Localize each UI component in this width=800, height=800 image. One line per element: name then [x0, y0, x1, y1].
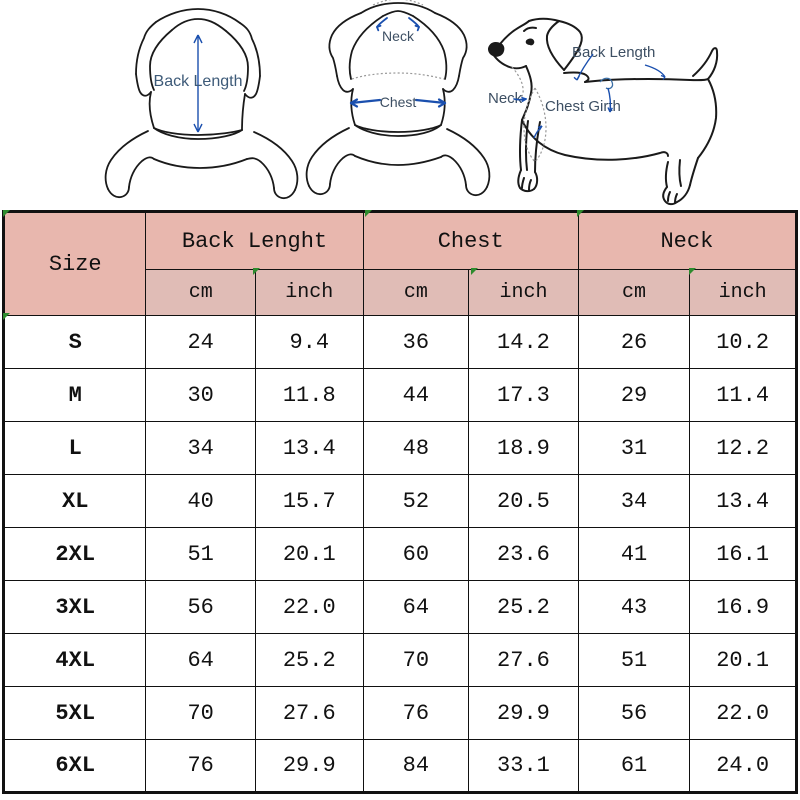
- svg-text:Back Length: Back Length: [154, 73, 243, 90]
- svg-text:Chest: Chest: [380, 94, 417, 110]
- svg-text:Neck: Neck: [488, 90, 523, 107]
- svg-text:Chest Girth: Chest Girth: [545, 98, 621, 115]
- svg-text:Back Length: Back Length: [572, 44, 655, 61]
- svg-text:Neck: Neck: [382, 28, 415, 44]
